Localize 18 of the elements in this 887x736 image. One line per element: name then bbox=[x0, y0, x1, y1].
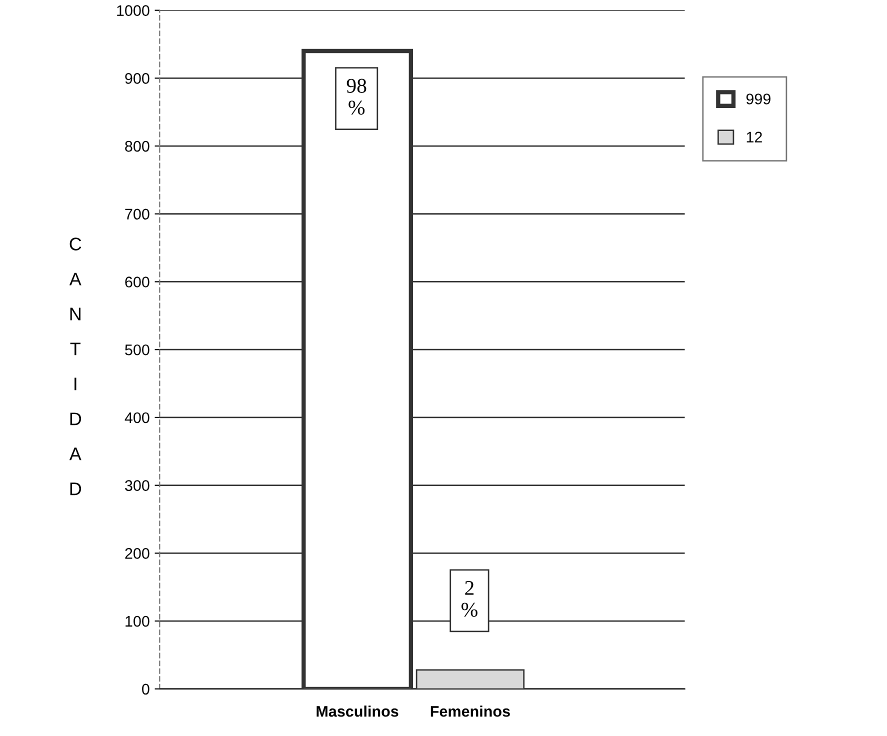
y-tick-label: 800 bbox=[125, 140, 150, 152]
y-tick-label: 900 bbox=[125, 73, 150, 84]
y-tick-label: 200 bbox=[125, 548, 150, 559]
legend-label: 999 bbox=[746, 94, 770, 104]
y-tick-label: 1000 bbox=[117, 5, 150, 16]
annotation: 98 % bbox=[346, 78, 366, 115]
text: CANTIDAD bbox=[69, 238, 82, 496]
y-tick-label: 300 bbox=[125, 480, 150, 492]
y-tick-label: 600 bbox=[125, 276, 150, 288]
y-tick-label: 0 bbox=[142, 684, 150, 695]
annotation: 2 % bbox=[462, 581, 478, 617]
x-tick-label: Masculinos bbox=[316, 706, 398, 717]
y-tick-label: 700 bbox=[125, 208, 150, 220]
y-tick-label: 400 bbox=[124, 412, 150, 424]
y-tick-label: 100 bbox=[126, 616, 150, 627]
x-tick-label: Femeninos bbox=[430, 706, 510, 717]
legend-label: 12 bbox=[746, 132, 762, 142]
y-tick-label: 500 bbox=[125, 344, 150, 356]
